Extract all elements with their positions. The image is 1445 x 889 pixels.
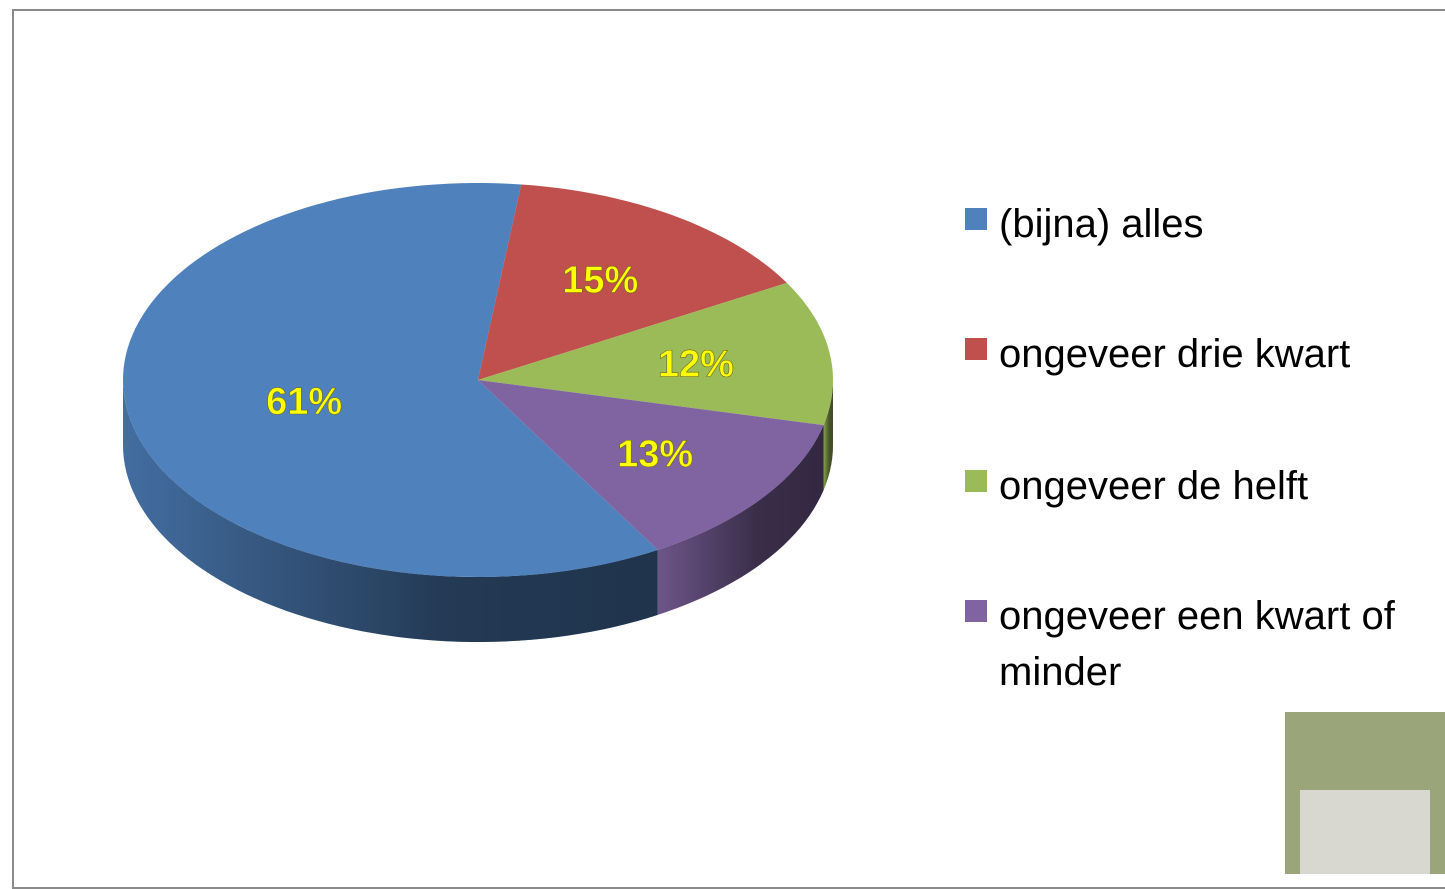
slice xyxy=(478,380,824,550)
slice-side-shade xyxy=(657,425,824,615)
legend-item: ongeveer drie kwart xyxy=(965,326,1429,382)
slice xyxy=(478,184,787,380)
legend-label: ongeveer de helft xyxy=(999,464,1309,508)
legend-swatch xyxy=(965,470,987,492)
slice-side-shade xyxy=(823,380,833,491)
slice xyxy=(478,282,833,426)
data-label: 12% xyxy=(658,344,734,386)
photo-detail xyxy=(1300,790,1430,874)
legend-label: (bijna) alles xyxy=(999,202,1204,246)
data-label: 13% xyxy=(617,434,693,476)
legend-swatch xyxy=(965,338,987,360)
data-label: 61% xyxy=(266,381,342,423)
legend-label: ongeveer een kwart of minder xyxy=(999,594,1395,694)
slice-side-shade xyxy=(123,380,658,642)
slice xyxy=(123,183,658,577)
data-label: 15% xyxy=(562,259,638,301)
legend-item: ongeveer de helft xyxy=(965,458,1429,514)
legend-swatch xyxy=(965,600,987,622)
legend-swatch xyxy=(965,208,987,230)
legend-item: (bijna) alles xyxy=(965,196,1429,252)
legend-item: ongeveer een kwart of minder xyxy=(965,588,1429,700)
legend-label: ongeveer drie kwart xyxy=(999,332,1351,376)
